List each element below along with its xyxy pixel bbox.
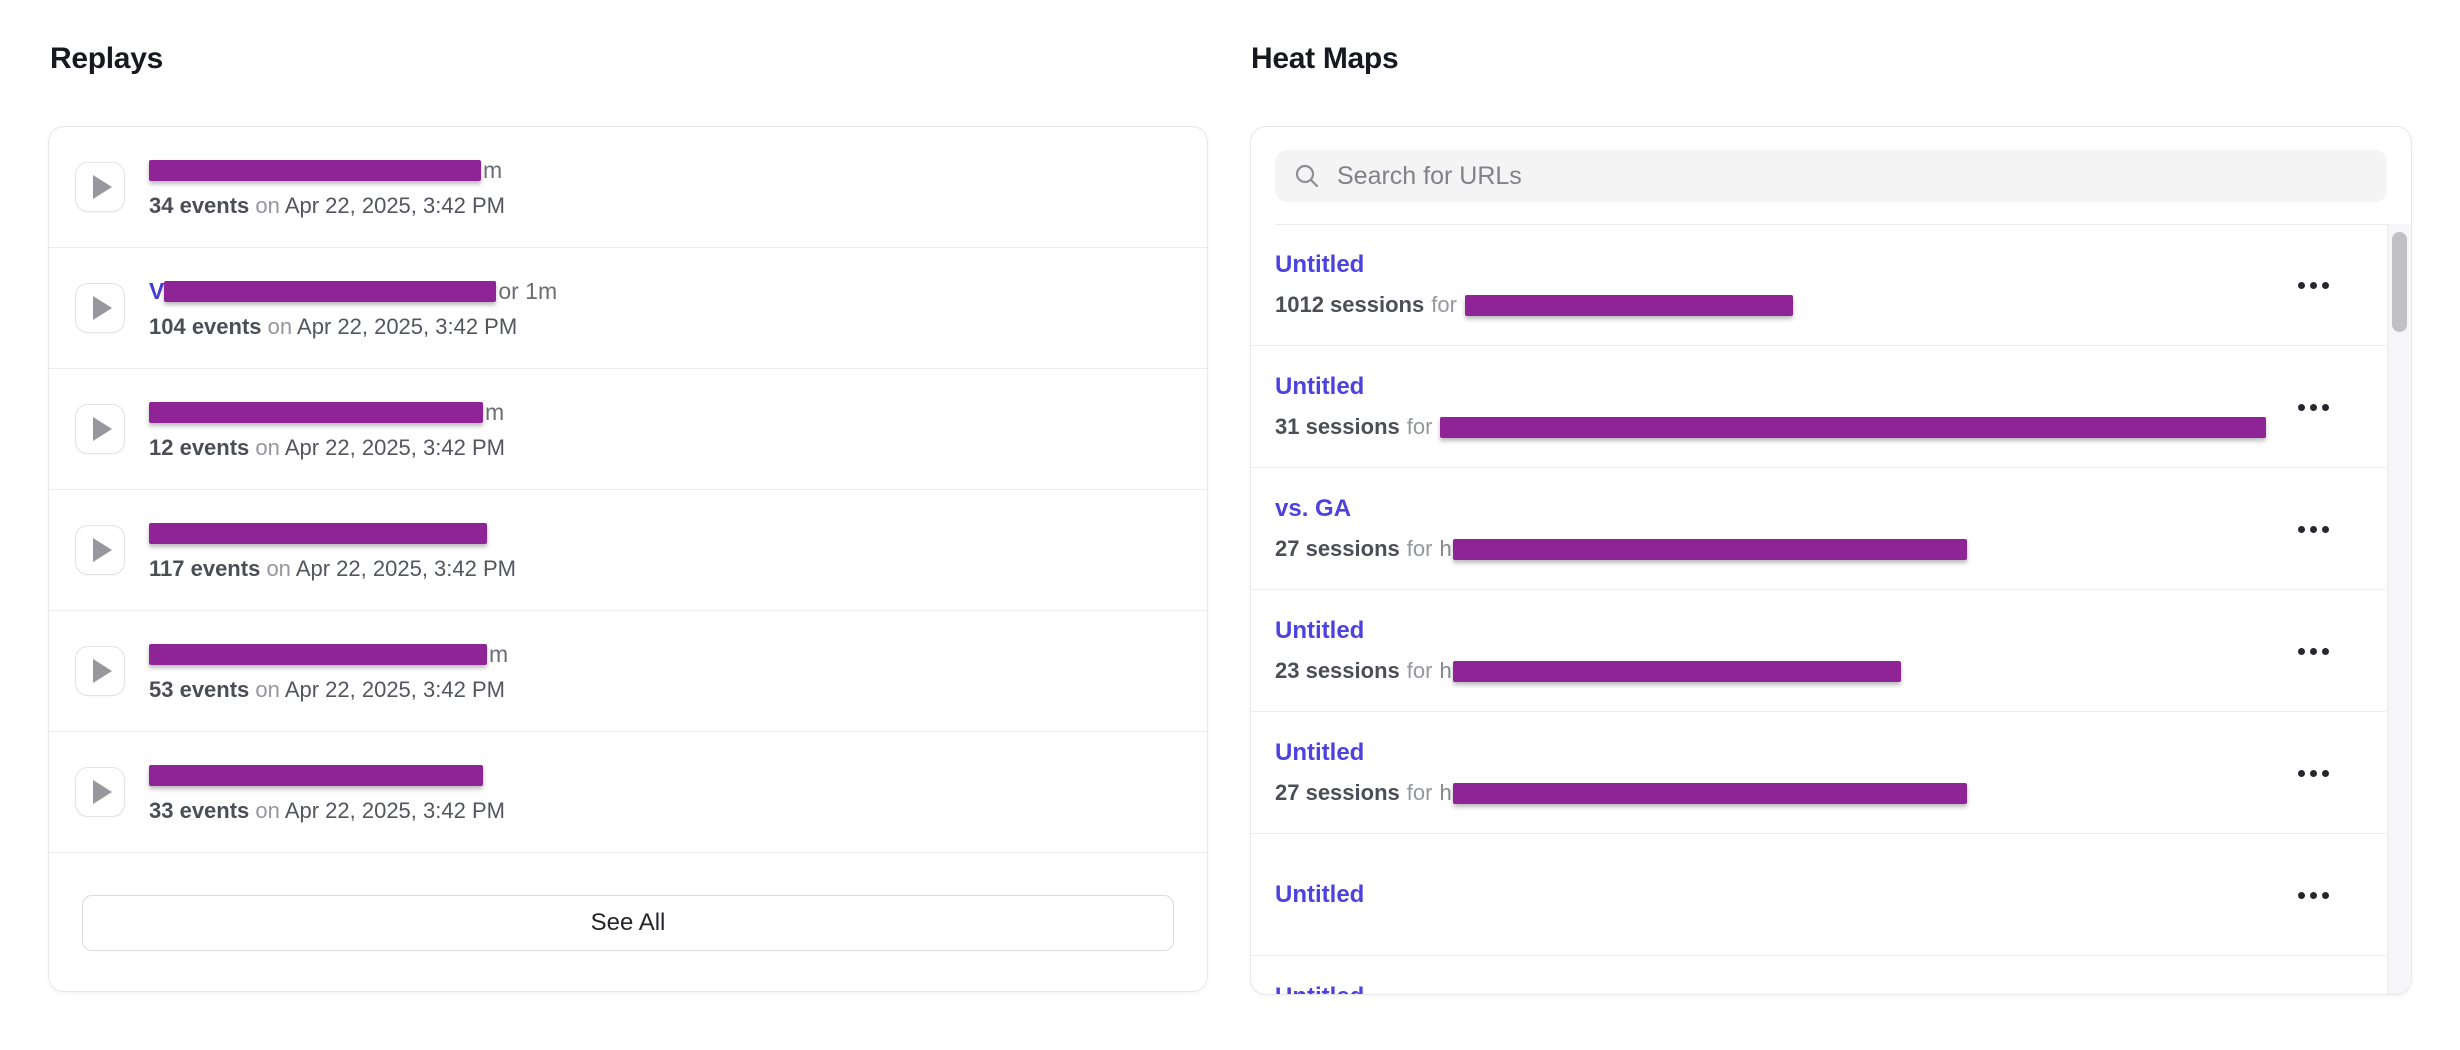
visitor-name-link[interactable]: m (149, 639, 508, 669)
play-icon (92, 417, 112, 441)
replay-row: m 34 events on Apr 22, 2025, 3:42 PM (49, 127, 1207, 248)
heatmap-row: Untitled (1251, 956, 2386, 994)
redaction-bar (1452, 782, 1967, 804)
heatmap-title-link[interactable]: vs. GA (1275, 495, 1352, 522)
redaction-bar (149, 764, 483, 786)
heatmap-row: Untitled 1012 sessions for (1251, 224, 2386, 346)
heatmap-meta: 27 sessions for h (1275, 780, 2386, 806)
replay-row: V or 1m 104 events on Apr 22, 2025, 3:42… (49, 248, 1207, 369)
replay-meta: 12 events on Apr 22, 2025, 3:42 PM (149, 435, 505, 460)
row-menu-button[interactable] (2298, 883, 2340, 907)
play-icon (92, 538, 112, 562)
heatmap-title-link[interactable]: Untitled (1275, 739, 1365, 766)
divider (1275, 224, 2387, 225)
row-menu-button[interactable] (2298, 761, 2340, 785)
redaction-bar (1464, 294, 1793, 316)
replay-meta: 34 events on Apr 22, 2025, 3:42 PM (149, 193, 505, 218)
visitor-name-link[interactable] (149, 518, 516, 548)
heatmaps-card: Untitled 1012 sessions for Untitled 31 s… (1250, 126, 2412, 995)
redaction-bar (164, 280, 497, 302)
replays-section-title: Replays (50, 42, 163, 75)
row-menu-button[interactable] (2298, 395, 2340, 419)
visitor-name-link[interactable]: m (149, 155, 505, 185)
redaction-bar (149, 401, 483, 423)
heatmap-title-link[interactable]: Untitled (1275, 251, 1365, 278)
replays-card: m 34 events on Apr 22, 2025, 3:42 PM V o… (48, 126, 1208, 992)
heatmap-title-link[interactable]: Untitled (1275, 617, 1365, 644)
heatmap-list: Untitled 1012 sessions for Untitled 31 s… (1251, 224, 2386, 994)
scrollbar-thumb[interactable] (2392, 232, 2407, 332)
replay-meta: 53 events on Apr 22, 2025, 3:42 PM (149, 677, 505, 702)
play-button[interactable] (75, 162, 125, 212)
heatmap-meta: 31 sessions for (1275, 414, 2386, 440)
play-button[interactable] (75, 646, 125, 696)
heatmap-meta: 1012 sessions for (1275, 292, 2386, 318)
heatmap-meta: 27 sessions for h (1275, 536, 2386, 562)
search-input[interactable] (1337, 161, 2369, 191)
see-all-button[interactable]: See All (82, 894, 1174, 951)
replay-meta: 117 events on Apr 22, 2025, 3:42 PM (149, 556, 516, 581)
play-button[interactable] (75, 767, 125, 817)
redaction-bar (1440, 416, 2267, 438)
heatmap-row: vs. GA 27 sessions for h (1251, 468, 2386, 590)
heatmap-row: Untitled (1251, 834, 2386, 956)
heatmaps-section-title: Heat Maps (1251, 42, 1399, 75)
redaction-bar (149, 522, 487, 544)
heatmap-row: Untitled 31 sessions for (1251, 346, 2386, 468)
play-icon (92, 296, 112, 320)
replay-row: m 53 events on Apr 22, 2025, 3:42 PM (49, 611, 1207, 732)
play-icon (92, 780, 112, 804)
heatmap-row: Untitled 27 sessions for h (1251, 712, 2386, 834)
redaction-bar (1452, 660, 1901, 682)
row-menu-button[interactable] (2298, 273, 2340, 297)
replay-row: 33 events on Apr 22, 2025, 3:42 PM (49, 732, 1207, 853)
heatmap-title-link[interactable]: Untitled (1275, 373, 1365, 400)
row-menu-button[interactable] (2298, 639, 2340, 663)
redaction-bar (149, 643, 487, 665)
heatmap-title-link[interactable]: Untitled (1275, 983, 1364, 994)
play-button[interactable] (75, 283, 125, 333)
heatmap-title-link[interactable]: Untitled (1275, 880, 1365, 908)
replay-row: 117 events on Apr 22, 2025, 3:42 PM (49, 490, 1207, 611)
visitor-name-link[interactable]: V or 1m (149, 277, 558, 304)
play-icon (92, 175, 112, 199)
visitor-name-link[interactable] (149, 760, 505, 790)
heatmap-row: Untitled 23 sessions for h (1251, 590, 2386, 712)
row-menu-button[interactable] (2298, 517, 2340, 541)
visitor-name-link[interactable]: m (149, 397, 505, 427)
replay-meta: 33 events on Apr 22, 2025, 3:42 PM (149, 798, 505, 823)
replay-meta: 104 events on Apr 22, 2025, 3:42 PM (149, 314, 518, 339)
heatmap-meta: 23 sessions for h (1275, 658, 2386, 684)
play-button[interactable] (75, 404, 125, 454)
redaction-bar (149, 159, 481, 181)
redaction-bar (1452, 538, 1967, 560)
play-icon (92, 659, 112, 683)
url-search-box[interactable] (1275, 150, 2387, 202)
play-button[interactable] (75, 525, 125, 575)
scrollbar-track[interactable] (2387, 224, 2411, 994)
search-icon (1295, 164, 1319, 188)
replay-row: m 12 events on Apr 22, 2025, 3:42 PM (49, 369, 1207, 490)
